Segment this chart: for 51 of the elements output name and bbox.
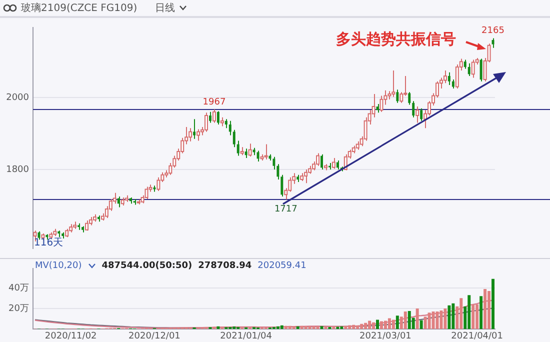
candlestick — [396, 89, 399, 104]
bar — [280, 325, 284, 329]
x-tick-label: 2021/01/04 — [220, 332, 272, 342]
x-tick-label: 2021/03/01 — [360, 332, 412, 342]
annotation: 202059.41 — [258, 261, 306, 271]
bar — [492, 278, 494, 329]
bar — [480, 296, 483, 329]
candlestick — [216, 110, 220, 126]
bar — [420, 320, 423, 329]
annotation: 278708.94 — [198, 261, 252, 271]
candlestick — [228, 120, 232, 136]
bar — [468, 295, 471, 329]
annotation: 2165 — [482, 26, 504, 36]
bar — [376, 320, 379, 329]
bar — [452, 303, 455, 329]
candlestick — [232, 129, 236, 148]
candlestick — [320, 154, 323, 170]
candlestick — [193, 118, 196, 140]
annotation: 1717 — [274, 204, 298, 214]
bar — [340, 326, 344, 329]
x-tick-label: 2020/12/01 — [128, 332, 180, 342]
annotation: 1967 — [202, 97, 226, 108]
candlestick — [117, 196, 120, 208]
y-tick-label: 20万 — [8, 304, 29, 314]
bar — [408, 311, 411, 329]
candlestick — [408, 92, 411, 106]
annotation: 487544.00(50:50) — [102, 261, 192, 271]
x-tick-label: 2021/04/01 — [451, 332, 504, 342]
bar — [276, 326, 280, 329]
bar — [396, 316, 399, 329]
candlestick — [256, 150, 260, 162]
y-tick-label: 40万 — [8, 283, 29, 294]
candlestick — [412, 100, 415, 118]
bar — [296, 326, 300, 329]
x-tick-label: 2020/11/02 — [44, 332, 97, 342]
candlestick — [244, 148, 248, 158]
candlestick — [420, 108, 423, 122]
chart-title: 玻璃2109(CZCE FG109) — [21, 2, 138, 15]
candlestick — [468, 62, 470, 76]
candlestick — [236, 140, 240, 156]
bar — [448, 305, 451, 329]
annotation: 多头趋势共振信号 — [336, 30, 456, 48]
annotation: MV(10,20) — [35, 261, 82, 271]
y-tick-label: 1800 — [6, 164, 30, 175]
chart-subtitle: 日线 — [155, 2, 176, 15]
y-tick-label: 2000 — [6, 92, 30, 103]
annotation: 116天 — [34, 238, 64, 249]
candlestick — [209, 111, 212, 124]
bar — [216, 326, 220, 329]
candlestick — [448, 72, 450, 86]
candlestick — [480, 58, 482, 82]
